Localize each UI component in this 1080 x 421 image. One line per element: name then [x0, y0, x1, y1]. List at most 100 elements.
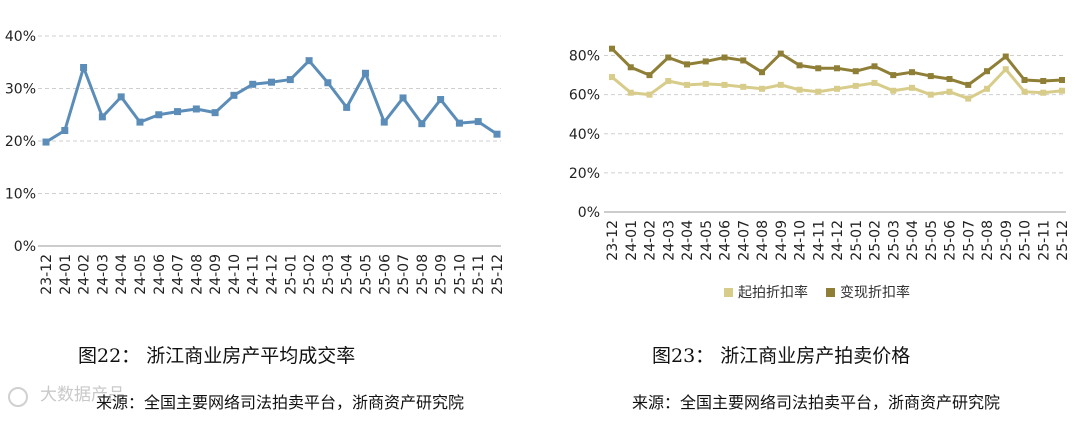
- data-point: [721, 54, 728, 61]
- x-tick-label: 24-02: [77, 254, 93, 295]
- y-tick-label: 60%: [569, 88, 600, 104]
- data-point: [1002, 53, 1009, 60]
- data-point: [155, 111, 163, 119]
- data-point: [965, 81, 972, 88]
- watermark-text: 大数据产品: [40, 385, 125, 405]
- x-tick-label: 24-11: [811, 220, 827, 261]
- data-point: [380, 118, 388, 126]
- data-point: [834, 65, 840, 72]
- x-tick-label: 25-06: [377, 254, 393, 295]
- data-point: [890, 72, 897, 79]
- x-tick-label: 25-04: [905, 220, 921, 261]
- x-tick-label: 25-10: [452, 254, 468, 295]
- data-point: [646, 72, 653, 79]
- x-tick-label: 24-11: [246, 254, 262, 295]
- data-point: [946, 76, 953, 83]
- x-tick-label: 25-10: [1018, 220, 1034, 261]
- data-point: [609, 45, 615, 52]
- x-tick-label: 24-10: [227, 254, 243, 295]
- y-tick-label: 30%: [5, 82, 36, 98]
- data-point: [437, 96, 445, 104]
- x-tick-label: 24-09: [208, 254, 224, 295]
- x-tick-label: 25-02: [868, 220, 884, 261]
- data-point: [418, 120, 426, 128]
- data-point: [249, 80, 257, 88]
- x-tick-label: 25-09: [434, 254, 450, 295]
- data-point: [609, 74, 615, 81]
- x-tick-label: 24-05: [133, 254, 149, 295]
- data-point: [740, 57, 747, 64]
- x-tick-label: 25-08: [980, 220, 996, 261]
- watermark-logo: 大数据产品: [8, 385, 125, 407]
- data-point: [721, 81, 728, 88]
- x-tick-label: 25-07: [961, 220, 977, 261]
- data-point: [1059, 77, 1065, 83]
- data-point: [665, 77, 672, 84]
- y-tick-label: 20%: [569, 166, 600, 182]
- x-tick-label: 24-12: [830, 220, 846, 261]
- data-point: [42, 138, 50, 146]
- x-tick-label: 25-12: [490, 254, 506, 295]
- data-point: [61, 127, 69, 134]
- data-point: [455, 119, 463, 127]
- x-tick-label: 24-08: [189, 254, 205, 295]
- y-tick-label: 40%: [5, 29, 36, 45]
- data-point: [192, 105, 200, 113]
- x-tick-label: 25-11: [471, 254, 487, 295]
- figure-23-source: 来源：全国主要网络司法拍卖平台，浙商资产研究院: [632, 393, 1001, 412]
- data-point: [1021, 88, 1028, 95]
- data-point: [474, 118, 482, 126]
- data-point: [399, 94, 407, 102]
- data-point: [305, 57, 313, 65]
- data-point: [927, 73, 934, 80]
- y-tick-label: 80%: [569, 49, 600, 65]
- x-tick-label: 23-12: [39, 254, 55, 295]
- data-point: [984, 85, 990, 92]
- data-point: [684, 61, 690, 68]
- data-point: [702, 58, 709, 65]
- watermark-logo-icon: [8, 387, 28, 407]
- x-tick-label: 25-11: [1036, 220, 1052, 261]
- data-point: [702, 80, 709, 87]
- data-point: [117, 93, 125, 101]
- y-tick-label: 10%: [5, 187, 36, 203]
- x-tick-label: 25-05: [358, 254, 374, 295]
- x-tick-label: 25-09: [999, 220, 1015, 261]
- data-point: [871, 79, 878, 86]
- data-point: [796, 62, 803, 69]
- x-tick-label: 24-01: [624, 220, 640, 261]
- x-tick-label: 24-09: [774, 220, 790, 261]
- chart-right-legend: 起拍折扣率 变现折扣率: [724, 284, 910, 301]
- data-point: [324, 79, 332, 87]
- x-tick-label: 25-03: [886, 220, 902, 261]
- legend-swatch: [826, 288, 835, 297]
- data-point: [174, 108, 182, 116]
- x-tick-label: 24-04: [114, 254, 130, 295]
- data-point: [136, 118, 144, 126]
- y-tick-label: 0%: [578, 205, 600, 221]
- data-point: [1040, 77, 1047, 84]
- x-tick-label: 24-06: [152, 254, 168, 295]
- data-point: [740, 83, 747, 90]
- data-point: [946, 88, 953, 95]
- y-tick-label: 40%: [569, 127, 600, 143]
- data-point: [268, 78, 275, 86]
- series-line-0-0: [45, 59, 498, 144]
- data-point: [909, 69, 915, 76]
- legend-label: 变现折扣率: [840, 284, 910, 301]
- x-tick-label: 24-05: [699, 220, 715, 261]
- data-point: [890, 87, 897, 94]
- chart-right-plot: 0%20%40%60%80%23-12 24-01 24-02 24-03 24-04 2…: [569, 45, 1071, 261]
- data-point: [796, 86, 803, 93]
- x-tick-label: 25-01: [849, 220, 865, 261]
- data-point: [909, 84, 915, 91]
- x-tick-label: 24-10: [793, 220, 809, 261]
- data-point: [1002, 66, 1009, 73]
- data-point: [777, 81, 784, 88]
- figure-22-caption: 图22： 浙江商业房产平均成交率: [78, 345, 356, 367]
- x-tick-label: 24-12: [265, 254, 281, 295]
- data-point: [493, 130, 501, 138]
- data-point: [98, 113, 106, 121]
- data-point: [871, 63, 878, 70]
